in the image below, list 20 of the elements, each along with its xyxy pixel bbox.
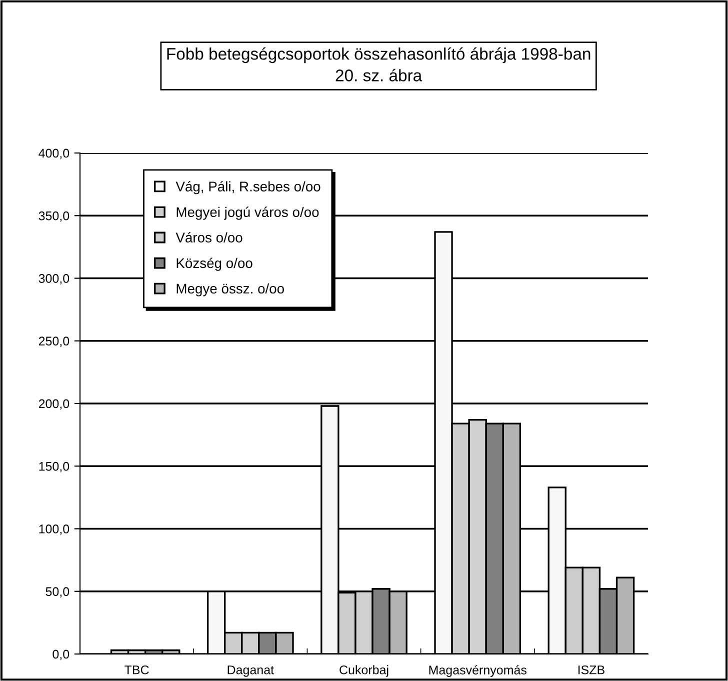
y-tick-label: 400,0 bbox=[38, 148, 70, 160]
y-tick-label: 0,0 bbox=[52, 650, 70, 660]
y-tick-label: 300,0 bbox=[38, 274, 70, 284]
y-tick-label: 200,0 bbox=[38, 399, 70, 410]
legend-label: Megye össz. o/oo bbox=[176, 283, 284, 296]
y-tick-label: 350,0 bbox=[38, 211, 70, 222]
legend-label: Megyei jogú város o/oo bbox=[176, 206, 319, 220]
x-tick-label: Magasvérnyomás bbox=[429, 665, 526, 677]
x-tick-label: TBC bbox=[124, 665, 149, 674]
x-tick-label: Cukorbaj bbox=[340, 665, 388, 677]
x-tick-label: ISZB bbox=[578, 665, 604, 674]
y-tick-label: 100,0 bbox=[39, 524, 70, 535]
y-tick-label: 250,0 bbox=[38, 336, 70, 348]
chart-title: Fobb betegségcsoportok összehasonlító ábrája 1998-ban 20. sz. ábra bbox=[167, 47, 590, 82]
legend-label: Község o/oo bbox=[176, 258, 252, 271]
x-tick-label: Daganat bbox=[228, 666, 274, 677]
y-tick-label: 50,0 bbox=[46, 587, 70, 598]
y-tick-label: 150,0 bbox=[39, 462, 70, 472]
legend-label: Vág, Páli, R.sebes o/oo bbox=[176, 181, 320, 194]
legend-label: Város o/oo bbox=[176, 232, 242, 242]
